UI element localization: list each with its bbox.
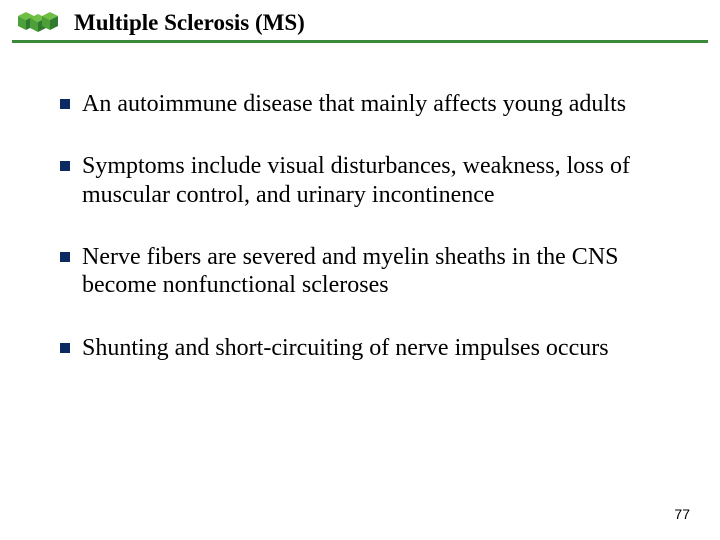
bullet-item: An autoimmune disease that mainly affect… — [60, 90, 660, 118]
logo-icon — [12, 8, 68, 36]
bullet-text: An autoimmune disease that mainly affect… — [82, 90, 626, 118]
bullet-marker-icon — [60, 99, 70, 109]
bullet-item: Shunting and short-circuiting of nerve i… — [60, 334, 660, 362]
bullet-text: Symptoms include visual disturbances, we… — [82, 152, 660, 209]
bullet-marker-icon — [60, 343, 70, 353]
bullet-marker-icon — [60, 161, 70, 171]
bullet-text: Shunting and short-circuiting of nerve i… — [82, 334, 609, 362]
bullet-item: Nerve fibers are severed and myelin shea… — [60, 243, 660, 300]
bullet-text: Nerve fibers are severed and myelin shea… — [82, 243, 660, 300]
title-underline — [12, 40, 708, 43]
slide-title: Multiple Sclerosis (MS) — [74, 10, 305, 36]
bullet-item: Symptoms include visual disturbances, we… — [60, 152, 660, 209]
slide-body: An autoimmune disease that mainly affect… — [60, 90, 660, 396]
bullet-marker-icon — [60, 252, 70, 262]
page-number: 77 — [674, 506, 690, 522]
slide: Multiple Sclerosis (MS) An autoimmune di… — [0, 0, 720, 540]
slide-header: Multiple Sclerosis (MS) — [12, 8, 708, 36]
